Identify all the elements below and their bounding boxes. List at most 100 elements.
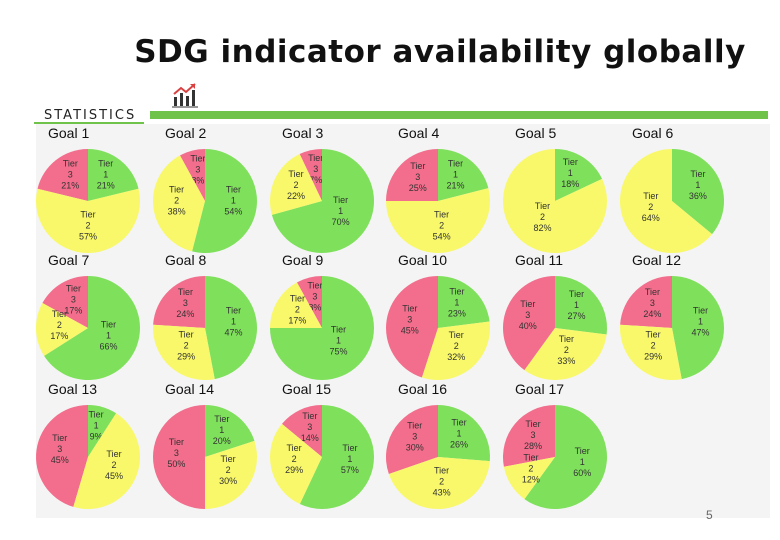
goal-12-title: Goal 12 bbox=[632, 252, 681, 268]
goal-5-pie: Goal 5 Tier 1 18% Tier 2 82% bbox=[502, 125, 607, 254]
goal-12-tier-1-label: Tier 1 47% bbox=[691, 305, 709, 337]
goal-14-pie: Goal 14 Tier 3 50% Tier 1 20% Tier 2 30% bbox=[153, 381, 257, 509]
goal-17-title: Goal 17 bbox=[515, 381, 564, 397]
goal-14-tier-3-label: Tier 3 50% bbox=[167, 437, 185, 469]
goal-11-tier-1-label: Tier 1 27% bbox=[567, 289, 585, 321]
goal-12-tier-3-slice bbox=[620, 276, 672, 328]
goal-3-tier-1-label: Tier 1 70% bbox=[332, 195, 350, 227]
goal-13-tier-2-slice bbox=[73, 413, 140, 509]
goal-8-tier-2-label: Tier 2 29% bbox=[177, 330, 195, 362]
goal-1-tier-3-label: Tier 3 21% bbox=[61, 159, 79, 191]
goal-11-tier-3-slice bbox=[503, 276, 555, 371]
goal-4-pie: Goal 4 Tier 3 25% Tier 1 21% Tier 2 54% bbox=[386, 125, 490, 253]
goal-4-title: Goal 4 bbox=[398, 125, 439, 141]
goal-9-tier-3-slice bbox=[296, 276, 322, 328]
goal-8-tier-2-slice bbox=[152, 324, 215, 381]
goal-11-tier-3-label: Tier 3 40% bbox=[519, 299, 537, 331]
goal-6-tier-1-label: Tier 1 36% bbox=[689, 169, 707, 201]
goal-15-pie: Goal 15 Tier 3 14% Tier 1 57% Tier 2 29% bbox=[269, 381, 375, 509]
goal-9-pie: Goal 9 Tier 3 8% Tier 1 75% Tier 2 17% bbox=[270, 252, 374, 380]
goal-15-tier-1-label: Tier 1 57% bbox=[341, 443, 359, 475]
goal-15-title: Goal 15 bbox=[282, 381, 331, 397]
goal-10-tier-1-slice bbox=[438, 276, 490, 328]
goal-8-tier-1-slice bbox=[205, 276, 258, 380]
goal-5-tier-2-label: Tier 2 82% bbox=[533, 201, 551, 233]
goal-12-pie: Goal 12 Tier 3 24% Tier 1 47% Tier 2 29% bbox=[619, 252, 725, 381]
goal-2-tier-2-slice bbox=[152, 155, 205, 252]
goal-8-title: Goal 8 bbox=[165, 252, 206, 268]
goal-13-tier-1-label: Tier 1 9% bbox=[89, 410, 104, 442]
goal-2-tier-2-label: Tier 2 38% bbox=[168, 185, 186, 217]
goal-4-tier-1-slice bbox=[438, 149, 489, 201]
goal-1-tier-2-label: Tier 2 57% bbox=[79, 210, 97, 242]
goal-16-tier-2-slice bbox=[388, 457, 490, 510]
goal-11-pie: Goal 11 Tier 3 40% Tier 1 27% Tier 2 33% bbox=[503, 252, 608, 380]
goal-6-title: Goal 6 bbox=[632, 125, 673, 141]
goal-10-tier-1-label: Tier 1 23% bbox=[448, 287, 466, 319]
goal-9-tier-1-label: Tier 1 75% bbox=[329, 325, 347, 357]
goal-2-tier-3-slice bbox=[179, 149, 205, 201]
goal-13-title: Goal 13 bbox=[48, 381, 97, 397]
goal-13-tier-1-slice bbox=[88, 405, 117, 457]
goal-3-pie: Goal 3 Tier 3 7% Tier 1 70% Tier 2 22% bbox=[269, 125, 374, 254]
goal-4-tier-1-label: Tier 1 21% bbox=[446, 158, 464, 190]
goal-17-tier-3-slice bbox=[502, 405, 555, 467]
goal-17-tier-2-label: Tier 2 12% bbox=[522, 452, 540, 484]
goal-15-tier-3-label: Tier 3 14% bbox=[301, 411, 319, 443]
goal-16-tier-3-label: Tier 3 30% bbox=[406, 420, 424, 452]
goal-12-tier-3-label: Tier 3 24% bbox=[643, 287, 661, 319]
goal-17-tier-2-slice bbox=[503, 457, 555, 500]
goal-13-pie: Goal 13 Tier 3 45% Tier 1 9%Tier 2 45% bbox=[36, 381, 140, 509]
goal-9-title: Goal 9 bbox=[282, 252, 323, 268]
goal-8-tier-3-slice bbox=[153, 275, 205, 328]
goal-16-title: Goal 16 bbox=[398, 381, 447, 397]
goal-17-tier-1-slice bbox=[524, 405, 608, 510]
goal-14-tier-1-slice bbox=[205, 405, 255, 457]
goal-8-tier-1-label: Tier 1 47% bbox=[224, 305, 242, 337]
goal-17-pie: Goal 17 Tier 3 28% Tier 1 60% Tier 2 12% bbox=[502, 381, 608, 510]
goal-3-tier-2-slice bbox=[269, 154, 322, 215]
goal-15-tier-2-slice bbox=[269, 423, 322, 505]
goal-14-tier-2-label: Tier 2 30% bbox=[219, 454, 237, 486]
goal-1-tier-3-slice bbox=[37, 149, 88, 201]
goal-6-pie: Goal 6 Tier 1 36% Tier 2 64% bbox=[620, 125, 725, 254]
goal-7-tier-1-label: Tier 1 66% bbox=[99, 319, 117, 351]
goal-2-title: Goal 2 bbox=[165, 125, 206, 141]
goal-3-title: Goal 3 bbox=[282, 125, 323, 141]
goal-14-tier-1-label: Tier 1 20% bbox=[213, 414, 231, 446]
goal-7-pie: Goal 7 Tier 3 17% Tier 1 66% Tier 2 17% bbox=[35, 252, 140, 380]
goal-12-tier-2-label: Tier 2 29% bbox=[644, 330, 662, 362]
goal-8-pie: Goal 8 Tier 3 24% Tier 1 47% Tier 2 29% bbox=[152, 252, 258, 381]
goal-4-tier-3-label: Tier 3 25% bbox=[409, 161, 427, 193]
goal-3-tier-3-label: Tier 3 7% bbox=[308, 153, 323, 185]
goal-17-tier-3-label: Tier 3 28% bbox=[524, 419, 542, 451]
goal-8-tier-3-label: Tier 3 24% bbox=[176, 287, 194, 319]
goal-5-tier-1-label: Tier 1 18% bbox=[561, 157, 579, 189]
goal-3-tier-2-label: Tier 2 22% bbox=[287, 169, 305, 201]
goal-14-tier-2-slice bbox=[205, 440, 257, 509]
goal-7-title: Goal 7 bbox=[48, 252, 89, 268]
goal-9-tier-2-slice bbox=[270, 282, 322, 328]
goal-2-tier-3-label: Tier 3 8% bbox=[190, 153, 205, 185]
goal-11-tier-2-slice bbox=[524, 328, 607, 380]
goal-12-tier-1-slice bbox=[672, 276, 725, 380]
goal-1-tier-2-slice bbox=[35, 188, 141, 254]
goal-6-tier-2-label: Tier 2 64% bbox=[642, 191, 660, 223]
goal-7-tier-3-slice bbox=[42, 276, 88, 328]
goal-4-tier-3-slice bbox=[386, 149, 438, 201]
goal-12-tier-2-slice bbox=[619, 324, 682, 381]
goal-17-tier-1-label: Tier 1 60% bbox=[573, 446, 591, 478]
goal-11-tier-2-label: Tier 2 33% bbox=[557, 334, 575, 366]
goal-13-tier-2-label: Tier 2 45% bbox=[105, 449, 123, 481]
goal-5-tier-1-slice bbox=[555, 149, 603, 201]
goal-1-title: Goal 1 bbox=[48, 125, 89, 141]
goal-10-title: Goal 10 bbox=[398, 252, 447, 268]
goal-1-tier-1-slice bbox=[88, 149, 139, 201]
goal-5-tier-2-slice bbox=[502, 148, 607, 254]
goal-15-tier-1-slice bbox=[299, 404, 375, 509]
goal-14-title: Goal 14 bbox=[165, 381, 214, 397]
goal-6-tier-1-slice bbox=[672, 149, 725, 235]
goal-7-tier-2-label: Tier 2 17% bbox=[50, 309, 68, 341]
goal-16-tier-1-label: Tier 1 26% bbox=[450, 418, 468, 450]
